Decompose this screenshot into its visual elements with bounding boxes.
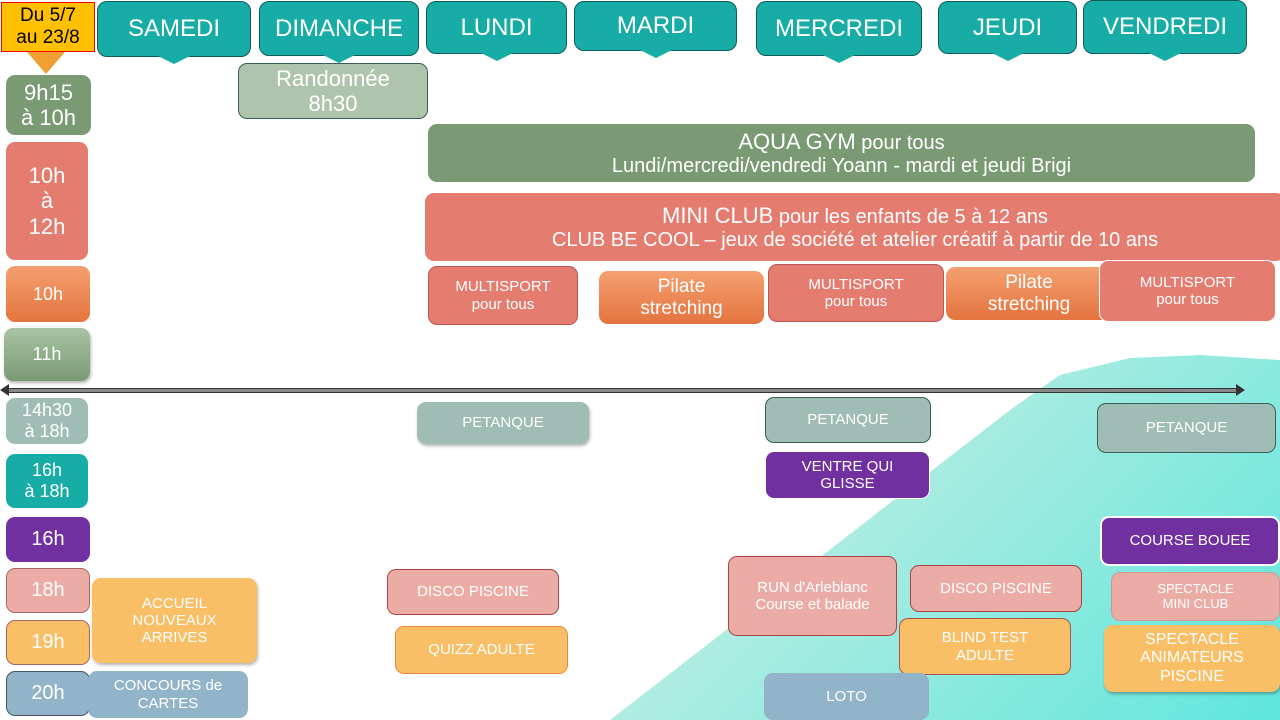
- time-16h: 16h: [6, 517, 90, 562]
- aqua-title: AQUA GYM: [738, 128, 856, 154]
- day-samedi: SAMEDI: [97, 1, 251, 64]
- day-vendredi: VENDREDI: [1083, 0, 1247, 61]
- time-9h15: 9h15 à 10h: [6, 75, 91, 135]
- event-multisport-lundi: MULTISPORT pour tous: [428, 266, 578, 325]
- period-label: Du 5/7 au 23/8: [1, 2, 95, 52]
- time-10h-12h: 10h à 12h: [6, 142, 88, 260]
- time-19h: 19h: [6, 620, 90, 665]
- aqua-sub: pour tous: [855, 131, 945, 154]
- day-jeudi: JEUDI: [938, 1, 1077, 61]
- event-loto: LOTO: [764, 673, 929, 720]
- event-pilate-mardi: Pilate stretching: [599, 271, 764, 324]
- event-multisport-mercredi: MULTISPORT pour tous: [768, 264, 944, 322]
- event-multisport-vendredi: MULTISPORT pour tous: [1099, 260, 1276, 322]
- mini-sub: pour les enfants de 5 à 12 ans: [773, 205, 1048, 228]
- event-ventre-qui-glisse: VENTRE QUI GLISSE: [765, 451, 930, 499]
- event-run: RUN d'Arleblanc Course et balade: [728, 556, 897, 636]
- day-mercredi: MERCREDI: [756, 1, 922, 63]
- day-dimanche: DIMANCHE: [259, 1, 419, 63]
- time-14h30: 14h30 à 18h: [6, 398, 88, 444]
- arrow-down-icon: [27, 52, 65, 74]
- arrow-left-icon: [0, 384, 9, 396]
- event-pilate-jeudi: Pilate stretching: [946, 267, 1112, 320]
- event-petanque-lundi: PETANQUE: [417, 402, 589, 444]
- event-blind-test: BLIND TEST ADULTE: [899, 618, 1071, 675]
- event-quizz-adulte: QUIZZ ADULTE: [395, 626, 568, 674]
- time-20h: 20h: [6, 671, 90, 716]
- event-course-bouee: COURSE BOUEE: [1100, 516, 1280, 566]
- day-lundi: LUNDI: [426, 1, 567, 61]
- event-concours-cartes: CONCOURS de CARTES: [88, 671, 248, 718]
- event-petanque-vendredi: PETANQUE: [1097, 403, 1276, 453]
- event-randonnee: Randonnée 8h30: [238, 63, 428, 119]
- time-16h-18h: 16h à 18h: [6, 454, 88, 508]
- event-aqua-gym: AQUA GYM pour tous Lundi/mercredi/vendre…: [428, 124, 1255, 182]
- event-disco-lundi: DISCO PISCINE: [387, 569, 559, 615]
- time-10h: 10h: [6, 266, 90, 322]
- aqua-line2: Lundi/mercredi/vendredi Yoann - mardi et…: [611, 154, 1072, 177]
- mini-line2: CLUB BE COOL – jeux de société et atelie…: [551, 228, 1159, 251]
- event-petanque-mercredi: PETANQUE: [765, 397, 931, 443]
- event-disco-jeudi: DISCO PISCINE: [910, 565, 1082, 612]
- divider-double-arrow: [8, 388, 1238, 393]
- event-spectacle-mini-club: SPECTACLE MINI CLUB: [1111, 572, 1280, 621]
- mini-title: MINI CLUB: [662, 202, 774, 228]
- time-11h: 11h: [4, 328, 90, 381]
- event-mini-club: MINI CLUB pour les enfants de 5 à 12 ans…: [425, 193, 1280, 261]
- event-accueil: ACCUEIL NOUVEAUX ARRIVES: [92, 578, 257, 663]
- time-18h: 18h: [6, 568, 90, 613]
- arrow-right-icon: [1236, 384, 1245, 396]
- event-spectacle-animateurs: SPECTACLE ANIMATEURS PISCINE: [1104, 625, 1280, 692]
- day-mardi: MARDI: [574, 1, 737, 58]
